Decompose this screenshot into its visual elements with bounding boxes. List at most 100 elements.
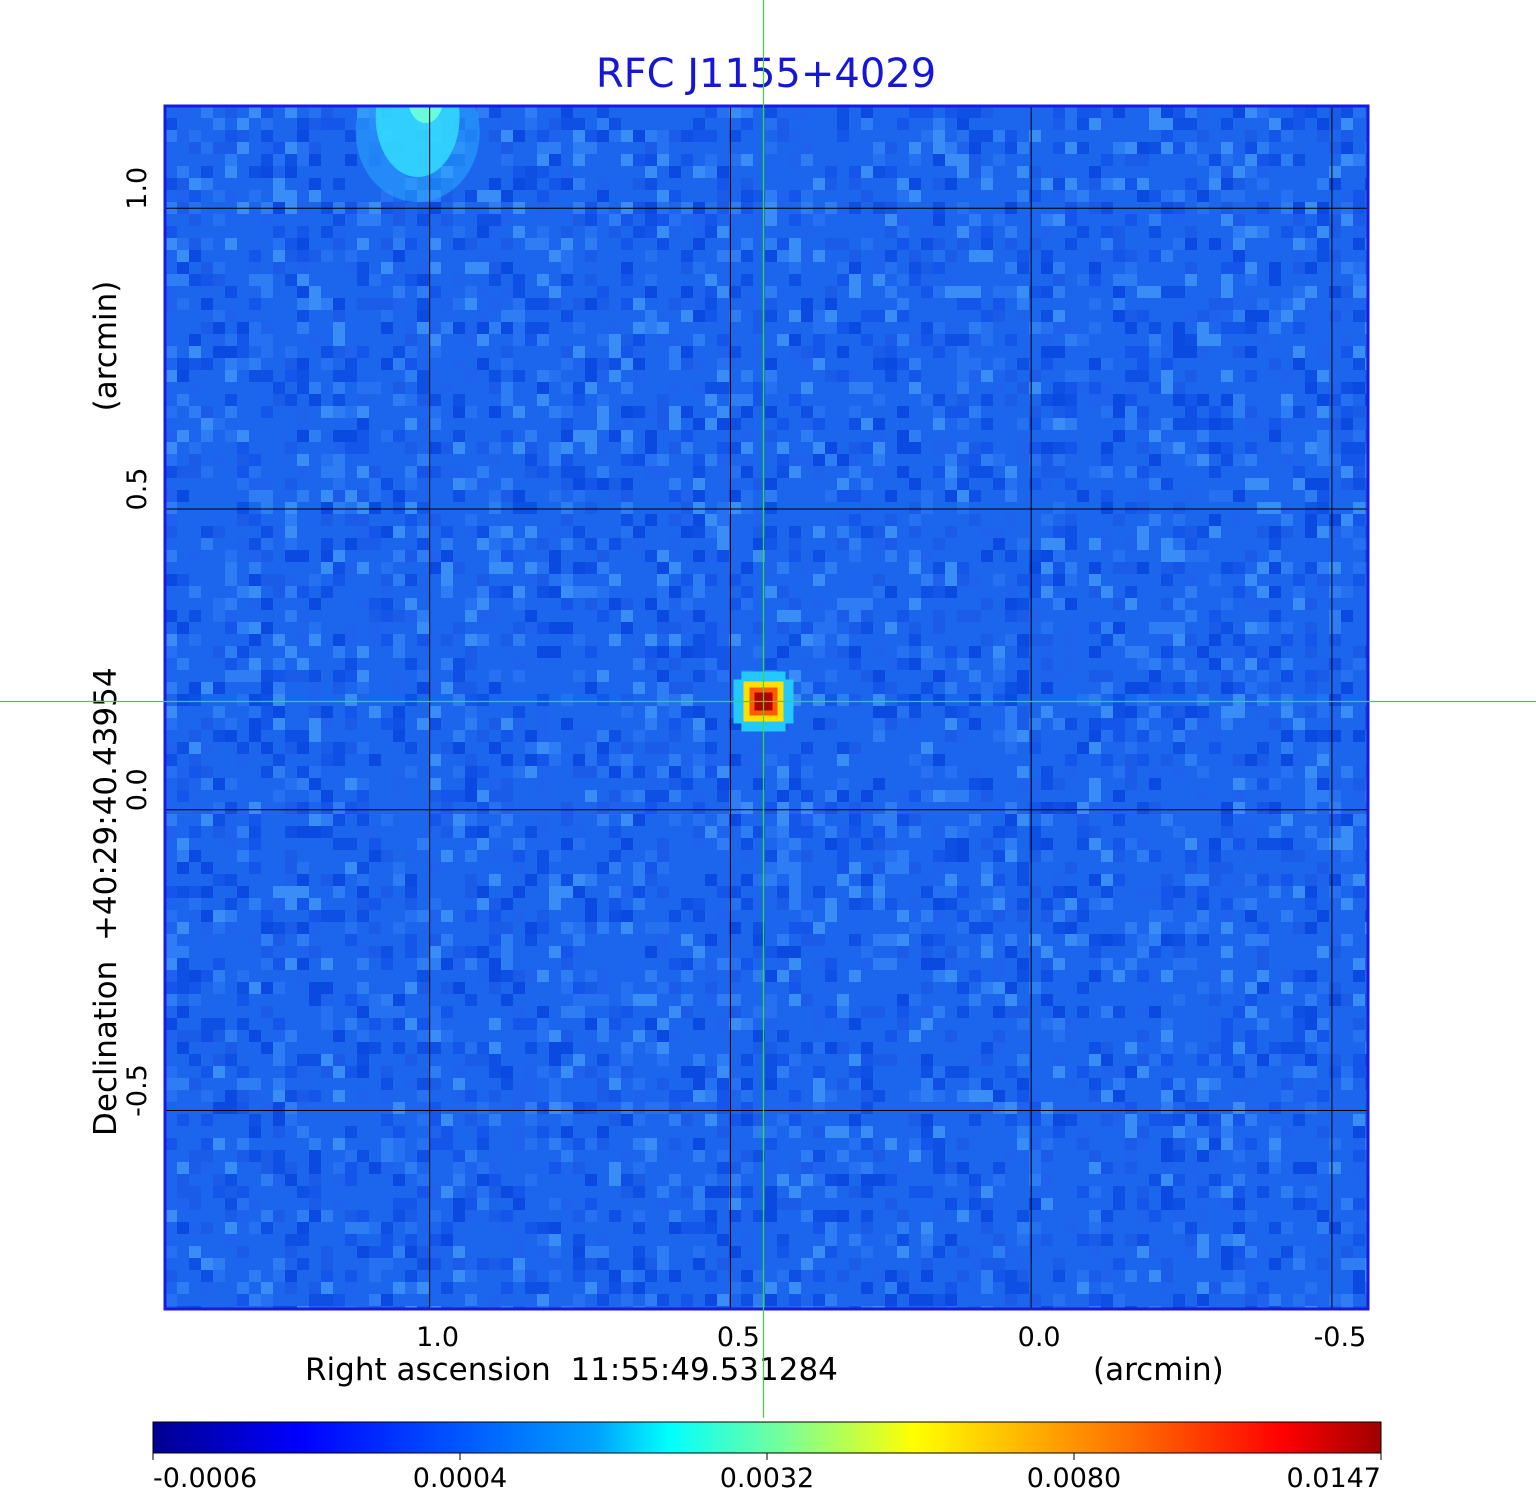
map-pixel [1089,898,1101,910]
map-pixel [669,1006,681,1018]
map-pixel [945,106,957,118]
map-pixel [705,1114,717,1126]
map-pixel [201,1270,213,1282]
map-pixel [1221,1198,1233,1210]
map-pixel [897,442,909,454]
map-pixel [177,130,189,142]
map-pixel [1185,1234,1197,1246]
map-pixel [933,934,945,946]
map-pixel [1077,118,1089,130]
map-pixel [633,298,645,310]
map-pixel [261,274,273,286]
map-pixel [837,1126,849,1138]
map-pixel [297,586,309,598]
map-pixel [417,550,429,562]
map-pixel [921,394,933,406]
map-pixel [1101,874,1113,886]
map-pixel [357,778,369,790]
map-pixel [945,562,957,574]
map-pixel [609,1174,621,1186]
map-pixel [525,970,537,982]
map-pixel [1077,1126,1089,1138]
map-pixel [429,1102,441,1114]
map-pixel [1245,1066,1257,1078]
map-pixel [609,478,621,490]
map-pixel [1257,106,1269,118]
map-pixel [261,1294,273,1306]
map-pixel [369,1258,381,1270]
map-pixel [633,1138,645,1150]
map-pixel [609,802,621,814]
map-pixel [657,334,669,346]
map-pixel [1005,1006,1017,1018]
map-pixel [189,1186,201,1198]
map-pixel [933,1006,945,1018]
map-pixel [1149,286,1161,298]
map-pixel [1317,1234,1329,1246]
map-pixel [1137,310,1149,322]
map-pixel [285,862,297,874]
map-pixel [981,1042,993,1054]
x-axis-label: Right ascension 11:55:49.531284 [305,1352,838,1388]
map-pixel [981,250,993,262]
map-pixel [585,1246,597,1258]
map-pixel [1317,454,1329,466]
map-pixel [981,418,993,430]
map-pixel [285,1030,297,1042]
map-pixel [1281,130,1293,142]
map-pixel [1053,1054,1065,1066]
map-pixel [513,658,525,670]
map-pixel [345,1210,357,1222]
map-pixel [921,682,933,694]
map-pixel [897,1282,909,1294]
map-pixel [1149,1114,1161,1126]
map-pixel [1281,622,1293,634]
map-pixel [549,1234,561,1246]
map-pixel [1317,838,1329,850]
map-pixel [657,394,669,406]
map-pixel [693,478,705,490]
map-pixel [837,1174,849,1186]
map-pixel [189,466,201,478]
map-pixel [1257,1054,1269,1066]
map-pixel [645,1138,657,1150]
map-pixel [405,1210,417,1222]
map-pixel [897,274,909,286]
map-pixel [1221,706,1233,718]
map-pixel [441,586,453,598]
map-pixel [621,154,633,166]
map-pixel [741,958,753,970]
map-pixel [1041,850,1053,862]
map-pixel [285,514,297,526]
map-pixel [1029,370,1041,382]
map-pixel [921,910,933,922]
map-pixel [1113,430,1125,442]
map-pixel [1101,1222,1113,1234]
map-pixel [177,574,189,586]
map-pixel [1089,946,1101,958]
map-pixel [1137,286,1149,298]
map-pixel [1293,106,1305,118]
map-pixel [741,1102,753,1114]
map-pixel [789,826,801,838]
map-pixel [261,742,273,754]
map-pixel [1041,550,1053,562]
map-pixel [525,1270,537,1282]
map-pixel [1329,982,1341,994]
map-pixel [573,466,585,478]
map-pixel [441,322,453,334]
map-pixel [1305,442,1317,454]
map-pixel [717,190,729,202]
map-pixel [1305,370,1317,382]
map-pixel [1125,598,1137,610]
map-pixel [981,1282,993,1294]
map-pixel [333,910,345,922]
map-pixel [945,142,957,154]
map-pixel [453,958,465,970]
map-pixel [753,946,765,958]
map-pixel [549,454,561,466]
map-pixel [1137,442,1149,454]
map-pixel [717,958,729,970]
map-pixel [609,538,621,550]
map-pixel [597,550,609,562]
